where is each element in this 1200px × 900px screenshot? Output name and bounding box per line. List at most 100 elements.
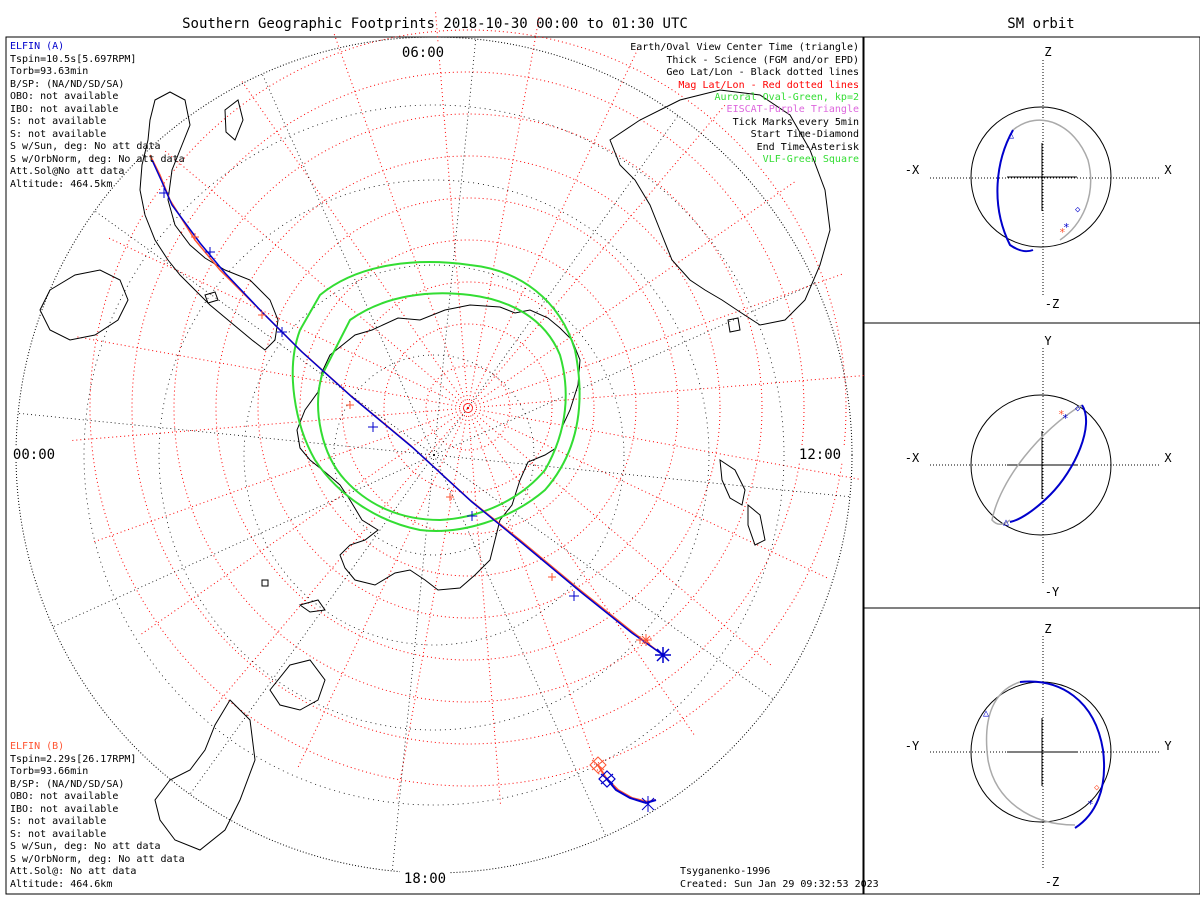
panel-xz: △ ◇ * *: [930, 60, 1160, 295]
track-tick-mark: [548, 573, 556, 581]
orbit-back: [1012, 119, 1092, 241]
elfin-b-info: ELFIN (B) Tspin=2.29s[26.17RPM] Torb=93.…: [10, 741, 185, 890]
time-label-top: 06:00: [402, 45, 444, 61]
geo-longitude-line: [433, 454, 774, 700]
orbit-marker: ◇: [1075, 205, 1081, 215]
mag-longitude-line: [162, 148, 469, 409]
panel1-top-label: Z: [1044, 45, 1051, 59]
track-tick-mark: [346, 401, 354, 409]
mag-longitude-line: [74, 335, 469, 409]
mag-longitude-line: [296, 407, 469, 770]
elfin-b-line: IBO: not available: [10, 804, 118, 815]
mag-latitude-circle: [299, 239, 637, 577]
elfin-b-line: S w/OrbNorm, deg: No att data: [10, 854, 185, 865]
geo-latitude-circle: [333, 354, 535, 556]
geo-longitude-line: [433, 115, 679, 456]
madagascar-coastline: [224, 99, 244, 141]
geo-longitude-line: [261, 73, 435, 456]
elfin-a-line: S: not available: [10, 129, 106, 140]
earth-circle: [970, 106, 1112, 248]
geo-longitude-line: [433, 454, 607, 837]
southern-islands: [261, 579, 269, 587]
elfin-a-line: S w/OrbNorm, deg: No att data: [10, 154, 185, 165]
auroral-oval-inner: [317, 292, 567, 522]
geo-boundary-circle: [15, 36, 853, 874]
mag-grid: [69, 9, 867, 807]
mag-latitude-circle: [341, 281, 595, 535]
mag-longitude-line: [467, 407, 502, 807]
earth-circle: [970, 394, 1112, 536]
elfin-b-line: S: not available: [10, 829, 106, 840]
end-time-asterisk: [640, 634, 652, 646]
mag-longitude-line: [467, 272, 845, 409]
orbit-marker: *: [1063, 221, 1070, 234]
africa-coastline: [39, 269, 129, 341]
mag-latitude-circle: [173, 113, 763, 703]
auroral-oval: [291, 261, 581, 532]
orbit-marker: ◇: [1075, 404, 1081, 414]
legend-item: Geo Lat/Lon - Black dotted lines: [666, 67, 859, 78]
sm-orbit-panels: Z -Z -X X Y -Y -X X Z -Z -Y Y △ ◇ * *: [905, 45, 1173, 889]
mag-latitude-circle: [89, 29, 847, 787]
track-tick-mark: [258, 311, 266, 319]
main-plot-frame: [5, 36, 864, 895]
polar-map: [15, 9, 867, 874]
elfin-b-line: Altitude: 464.6km: [10, 879, 112, 890]
tasmania: [727, 317, 741, 333]
track-tick-mark: [569, 591, 579, 601]
orbit-back: [991, 404, 1083, 525]
legend-item: End Time-Asterisk: [757, 142, 859, 153]
panel2-right-label: X: [1164, 451, 1172, 465]
mag-latitude-circle: [215, 155, 721, 661]
new-zealand-coastline: [719, 458, 766, 546]
mag-latitude-circle: [257, 197, 679, 619]
elfin-a-line: S w/Sun, deg: No att data: [10, 141, 161, 152]
geo-longitude-line: [433, 39, 477, 456]
elfin-b-line: Tspin=2.29s[26.17RPM]: [10, 754, 136, 765]
mag-latitude-circle: [383, 323, 553, 493]
mag-longitude-line: [208, 407, 469, 714]
geo-grid: [15, 36, 853, 874]
panel-yz: △ ◇ *: [930, 636, 1160, 870]
mag-longitude-line: [467, 407, 604, 785]
legend-item: Earth/Oval View Center Time (triangle): [630, 42, 859, 53]
elfin-b-line: Torb=93.66min: [10, 766, 88, 777]
orbit-marker: ◇: [1094, 783, 1100, 793]
mag-longitude-line: [467, 102, 728, 409]
geo-latitude-circle: [83, 104, 785, 806]
time-label-left: 00:00: [13, 447, 55, 463]
mag-longitude-line: [91, 407, 469, 544]
south-georgia: [298, 599, 326, 613]
time-label-bottom: 18:00: [404, 871, 446, 887]
mag-longitude-line: [69, 407, 469, 442]
legend-item: VLF-Green Square: [763, 154, 859, 165]
elfin-b-line: B/SP: (NA/ND/SD/SA): [10, 779, 124, 790]
australia-coastline: [609, 89, 831, 326]
track-tick-mark: [159, 188, 169, 198]
side-title: SM orbit: [1007, 16, 1074, 32]
legend-item: Tick Marks every 5min: [733, 117, 859, 128]
mag-latitude-circle: [425, 365, 511, 451]
elfin-a-line: Altitude: 464.5km: [10, 179, 112, 190]
panel-xy: ◇ * * △: [930, 348, 1160, 583]
elfin-a-line: B/SP: (NA/ND/SD/SA): [10, 79, 124, 90]
elfin-a-title: ELFIN (A): [10, 41, 64, 52]
elfin-a-info: ELFIN (A) Tspin=10.5s[5.697RPM] Torb=93.…: [10, 41, 185, 190]
elfin-a-track: [151, 159, 664, 656]
mag-longitude-line: [434, 9, 469, 409]
mag-longitude-line: [239, 78, 469, 409]
orbit-marker: △: [1008, 130, 1014, 141]
track-tick-mark: [277, 327, 287, 337]
legend: Earth/Oval View Center Time (triangle) T…: [630, 42, 859, 165]
panel2-top-label: Y: [1044, 334, 1052, 348]
legend-item: Auroral Oval-Green, kp=2: [715, 92, 860, 103]
start-time-diamond: [598, 770, 616, 788]
south-america-coastline: [139, 91, 279, 351]
legend-item: EISCAT-Purple Triangle: [727, 104, 859, 115]
elfin-a-line: Att.Sol@No att data: [10, 166, 124, 177]
track-tick-mark: [446, 493, 454, 501]
track-tick-mark: [467, 511, 477, 521]
mag-latitude-circle: [131, 71, 805, 745]
side-panels-frame: [863, 36, 1200, 895]
